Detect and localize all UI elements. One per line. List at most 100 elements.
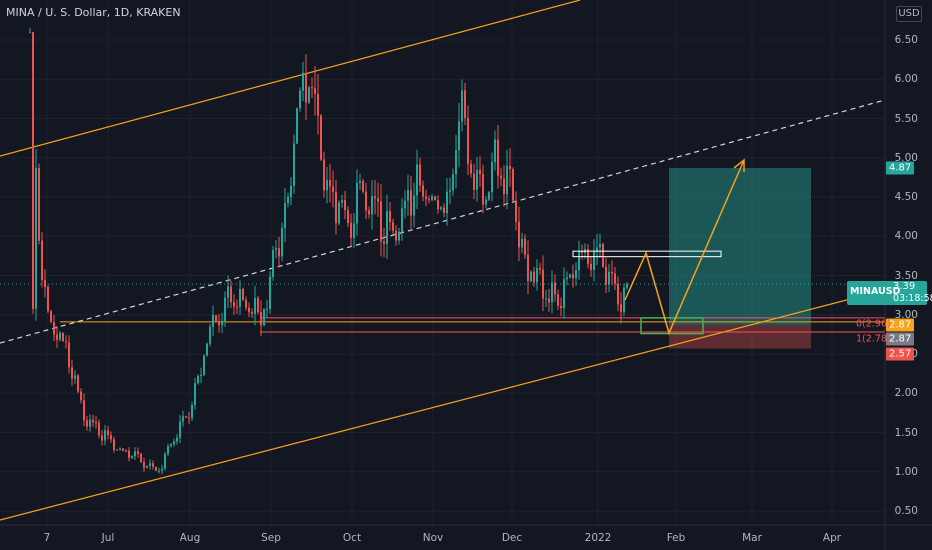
time-tick-label: Sep: [261, 532, 281, 544]
candle-body: [329, 180, 331, 187]
fib-level-0-label: 0(2.96): [856, 318, 891, 330]
candle-body: [572, 274, 574, 279]
candle-body: [545, 298, 547, 300]
price-tick-label: 3.00: [894, 308, 918, 321]
countdown-value: 03:18:58: [893, 293, 932, 304]
currency-badge[interactable]: USD: [896, 6, 922, 22]
candle-body: [434, 196, 436, 201]
candle-body: [368, 210, 370, 215]
target-zone: [669, 167, 811, 325]
candle-body: [131, 456, 133, 458]
candle-body: [83, 400, 85, 421]
price-tick-label: 1.50: [894, 426, 918, 439]
candle-body: [338, 202, 340, 224]
candle-body: [470, 163, 472, 174]
candle-body: [203, 355, 205, 375]
candle-body: [275, 248, 277, 251]
candle-body: [209, 326, 211, 344]
candle-body: [551, 282, 553, 303]
candle-body: [539, 267, 541, 270]
candle-body: [449, 190, 451, 192]
candle-body: [317, 93, 319, 116]
candle-body: [134, 451, 136, 457]
candle-body: [77, 375, 79, 392]
last-price-tag: MINAUSD 3.39 03:18:58: [847, 281, 932, 305]
candle-body: [41, 240, 43, 280]
candle-body: [464, 90, 466, 119]
candle-body: [359, 180, 361, 183]
target-price-tag: 4.87: [886, 161, 915, 175]
candle-body: [197, 375, 199, 384]
candle-body: [419, 164, 421, 186]
candle-body: [401, 208, 403, 232]
candle-body: [566, 277, 568, 280]
price-tick-label: 4.50: [894, 191, 918, 203]
candle-body: [488, 192, 490, 200]
candle-body: [458, 121, 460, 151]
candle-body: [410, 190, 412, 216]
candle-body: [176, 437, 178, 442]
candle-body: [335, 191, 337, 224]
candle-body: [626, 284, 628, 288]
candle-body: [224, 297, 226, 322]
candle-body: [44, 279, 46, 288]
candle-body: [65, 341, 67, 343]
candle-body: [623, 287, 625, 313]
candle-body: [467, 118, 469, 164]
price-tick-label: 6.00: [894, 73, 918, 86]
candle-body: [350, 222, 352, 238]
price-tick-label: 5.00: [894, 151, 918, 164]
candle-body: [191, 405, 193, 419]
candle-body: [548, 298, 550, 303]
candle-body: [260, 312, 262, 326]
candle-body: [611, 271, 613, 274]
candle-body: [617, 283, 619, 305]
candle-body: [56, 334, 58, 340]
candle-body: [446, 191, 448, 214]
candle-body: [602, 244, 604, 267]
candle-body: [164, 453, 166, 469]
candle-body: [101, 435, 103, 441]
candle-body: [221, 321, 223, 326]
projected-path-arrow: [624, 159, 745, 336]
candle-body: [167, 446, 169, 454]
candle-body: [257, 298, 259, 313]
candle-body: [533, 271, 535, 283]
candle-body: [218, 321, 220, 326]
candle-body: [473, 173, 475, 190]
candle-body: [590, 263, 592, 270]
candle-body: [323, 159, 325, 191]
candle-body: [98, 422, 100, 436]
candle-body: [305, 72, 307, 103]
price-tick-label: 6.50: [894, 34, 918, 46]
candle-body: [485, 199, 487, 205]
candle-body: [251, 312, 253, 314]
candle-body: [29, 32, 31, 34]
candle-body: [326, 180, 328, 191]
candle-body: [344, 200, 346, 211]
candle-body: [215, 314, 217, 322]
price-tick-label: 2.00: [894, 387, 918, 400]
chart-title: MINA / U. S. Dollar, 1D, KRAKEN: [6, 6, 181, 19]
candle-body: [233, 302, 235, 307]
candle-body: [509, 165, 511, 170]
candle-body: [506, 165, 508, 195]
candle-body: [128, 450, 130, 458]
candle-body: [461, 90, 463, 122]
candle-body: [170, 444, 172, 447]
candle-body: [515, 200, 517, 222]
candle-body: [428, 199, 430, 201]
candle-body: [314, 88, 316, 94]
price-tick-label: 5.50: [894, 112, 918, 125]
candle-body: [146, 465, 148, 468]
candle-body: [356, 182, 358, 224]
candle-body: [608, 271, 610, 285]
candle-body: [293, 143, 295, 186]
candle-body: [437, 200, 439, 210]
candle-body: [524, 238, 526, 255]
candle-body: [299, 90, 301, 109]
candle-body: [497, 139, 499, 176]
candle-body: [308, 87, 310, 103]
candle-body: [239, 288, 241, 307]
